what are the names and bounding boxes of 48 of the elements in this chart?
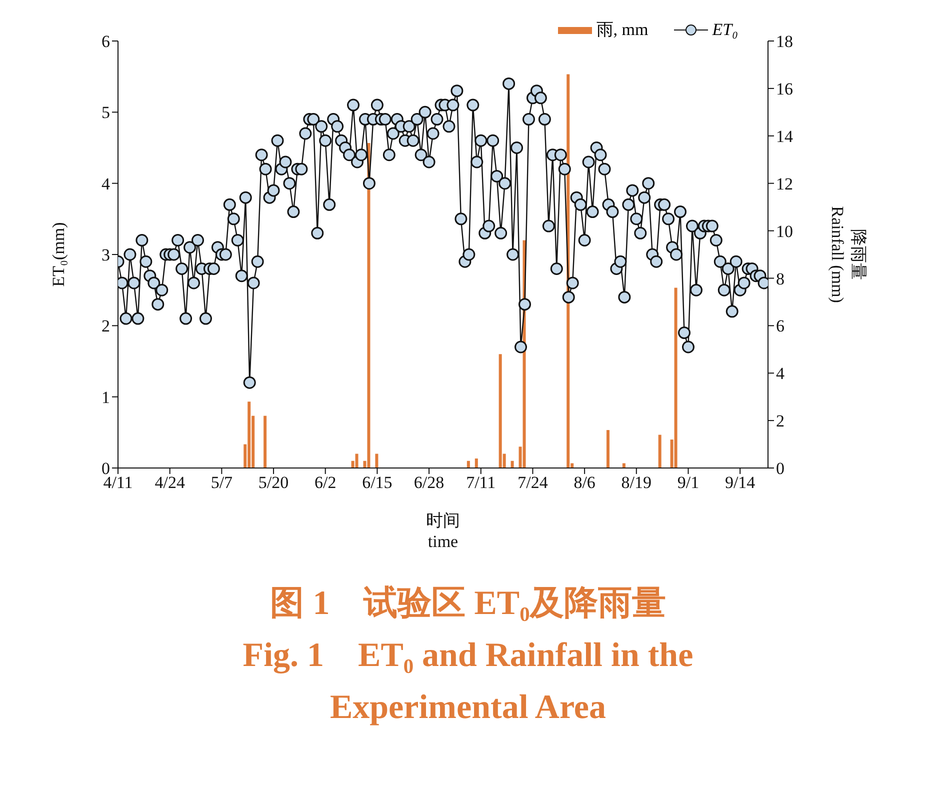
bar bbox=[606, 430, 610, 468]
x-tick-label: 7/11 bbox=[466, 473, 496, 492]
y-tick-label: 3 bbox=[102, 246, 110, 265]
y2-tick-label: 4 bbox=[776, 364, 785, 384]
x-tick-label: 5/20 bbox=[258, 473, 289, 492]
y2-tick-label: 16 bbox=[776, 79, 793, 98]
y2-tick-label: 0 bbox=[776, 459, 784, 478]
y-tick-label: 2 bbox=[102, 316, 110, 336]
y-tick-label: 6 bbox=[102, 32, 110, 52]
bar bbox=[248, 402, 251, 468]
y-tick-label: 4 bbox=[102, 174, 110, 194]
y2-tick-label: 14 bbox=[776, 126, 794, 146]
y2-tick-label: 12 bbox=[776, 174, 793, 194]
x-tick-label: 9/1 bbox=[677, 473, 700, 492]
y-axis-title: ET₀(mm) bbox=[49, 222, 68, 287]
bar bbox=[355, 454, 358, 468]
bar bbox=[498, 354, 502, 468]
bar bbox=[474, 458, 478, 468]
x-tick-label: 6/2 bbox=[314, 473, 336, 492]
x-tick-label: 6/28 bbox=[414, 473, 444, 492]
bar bbox=[674, 288, 678, 468]
bar bbox=[466, 460, 470, 468]
x-tick-label: 5/7 bbox=[210, 473, 234, 492]
x-tick-label: 8/6 bbox=[574, 473, 596, 492]
y2-tick-label: 2 bbox=[776, 412, 784, 431]
bar bbox=[375, 454, 378, 468]
y2-tick-label: 10 bbox=[776, 222, 793, 241]
bar bbox=[510, 460, 514, 468]
x-tick-label: 9/14 bbox=[724, 473, 756, 492]
x-tick-label: 8/19 bbox=[621, 473, 652, 492]
x-tick-label: 6/15 bbox=[362, 473, 392, 492]
y2-tick-label: 6 bbox=[776, 316, 784, 336]
bar bbox=[367, 143, 370, 468]
y2-tick-label: 8 bbox=[776, 269, 784, 288]
text: 图 1 试验区 ET₀及降雨量 bbox=[269, 584, 667, 624]
legend-label: ET₀ bbox=[712, 20, 738, 40]
x-axis-title: 时间 time bbox=[426, 511, 460, 551]
x-tick-label: 7/24 bbox=[518, 473, 548, 492]
text: Fig. 1 ET₀ and Rainfall in the Experimental Area bbox=[242, 636, 694, 728]
y2-tick-label: 18 bbox=[776, 32, 793, 52]
x-tick-label: 4/11 bbox=[103, 473, 133, 492]
y-tick-label: 1 bbox=[102, 388, 110, 407]
y2-axis-title: 降雨量 Rainfall (mm) bbox=[828, 206, 868, 303]
y-tick-label: 5 bbox=[102, 103, 110, 122]
bar bbox=[658, 434, 662, 468]
bar bbox=[264, 416, 267, 468]
x-tick-label: 4/24 bbox=[154, 473, 186, 492]
legend-label: 雨, mm bbox=[596, 19, 648, 41]
